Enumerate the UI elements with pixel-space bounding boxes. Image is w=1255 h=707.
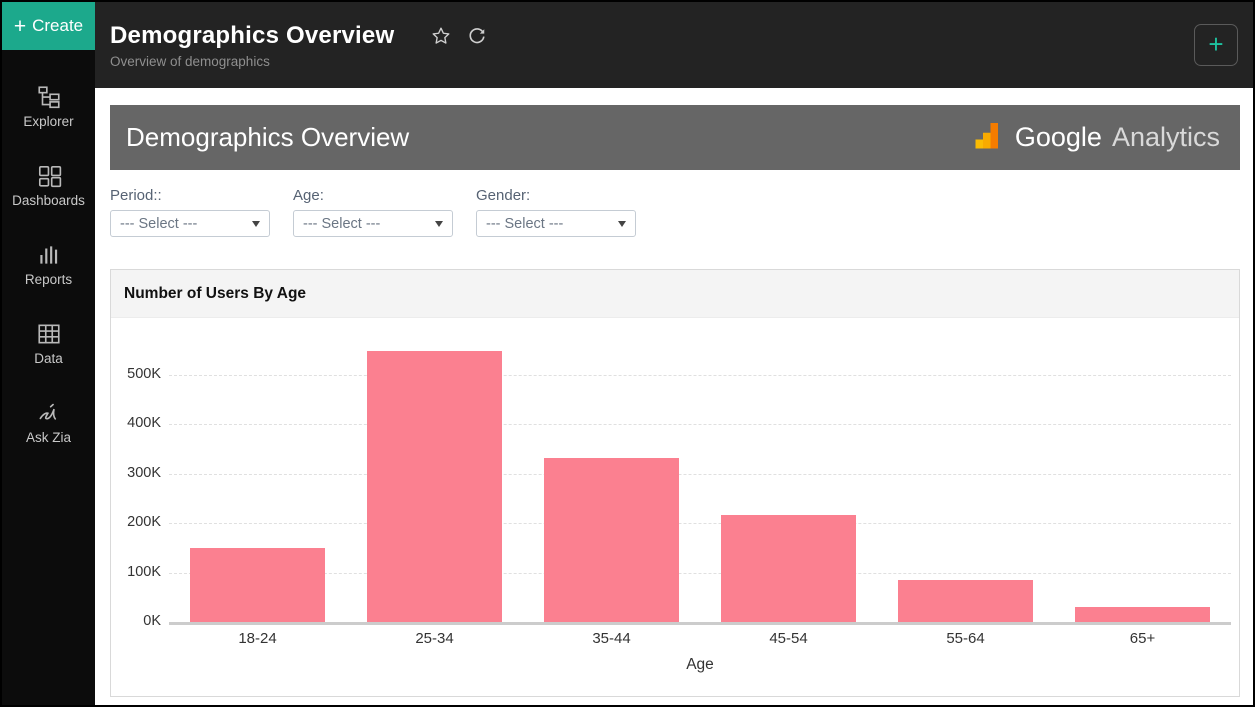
chevron-down-icon bbox=[435, 220, 443, 227]
gender-select[interactable]: --- Select --- bbox=[476, 210, 636, 237]
page-subtitle: Overview of demographics bbox=[110, 53, 270, 69]
bar-25-34[interactable] bbox=[367, 351, 502, 622]
main-content: Demographics Overview Google Analytics P… bbox=[95, 88, 1253, 705]
chevron-down-icon bbox=[618, 220, 626, 227]
filter-age: Age: --- Select --- bbox=[293, 187, 453, 237]
x-tick-label: 55-64 bbox=[946, 630, 985, 647]
google-analytics-brand: Google Analytics bbox=[971, 117, 1220, 158]
sidebar-item-dashboards[interactable]: Dashboards bbox=[2, 153, 95, 218]
period-select[interactable]: --- Select --- bbox=[110, 210, 270, 237]
sidebar-item-label: Ask Zia bbox=[25, 430, 71, 445]
chart-panel: Number of Users By Age 18-24 25-34 35-44 45… bbox=[110, 269, 1240, 697]
sidebar-item-label: Explorer bbox=[23, 114, 74, 129]
reports-icon bbox=[36, 242, 62, 268]
brand-word-google: Google bbox=[1014, 122, 1102, 152]
period-select-value: --- Select --- bbox=[120, 215, 198, 232]
filter-gender: Gender: --- Select --- bbox=[476, 187, 636, 237]
banner-title: Demographics Overview bbox=[126, 122, 410, 152]
bar-45-54[interactable] bbox=[721, 514, 856, 622]
x-tick-label: 18-24 bbox=[238, 630, 277, 647]
x-axis-title: Age bbox=[686, 656, 714, 673]
bar-slot bbox=[700, 318, 877, 622]
gridline bbox=[169, 572, 1231, 574]
sidebar: + Create Explorer bbox=[2, 2, 95, 705]
bar-18-24[interactable] bbox=[190, 547, 325, 622]
bars-container bbox=[169, 318, 1231, 622]
x-tick-label: 25-34 bbox=[415, 630, 454, 647]
y-tick-label: 300K bbox=[127, 464, 161, 481]
brand-word-analytics: Analytics bbox=[1111, 122, 1220, 152]
add-report-button[interactable]: + bbox=[1194, 24, 1238, 66]
y-tick-label: 200K bbox=[127, 514, 161, 531]
favorite-star-icon[interactable] bbox=[430, 25, 452, 52]
ask-zia-icon bbox=[36, 400, 62, 426]
header-actions bbox=[430, 25, 488, 52]
age-select-value: --- Select --- bbox=[303, 215, 381, 232]
explorer-icon bbox=[36, 84, 62, 110]
create-button[interactable]: + Create bbox=[2, 2, 95, 50]
bar-55-64[interactable] bbox=[898, 580, 1033, 622]
data-icon bbox=[36, 321, 62, 347]
title-block: Demographics Overview Overview of demogr… bbox=[95, 22, 394, 69]
y-tick-label: 100K bbox=[127, 563, 161, 580]
x-tick-label: 35-44 bbox=[592, 630, 631, 647]
dashboard-banner: Demographics Overview Google Analytics bbox=[110, 105, 1240, 170]
gridline bbox=[169, 375, 1231, 376]
filter-age-label: Age: bbox=[293, 187, 324, 204]
age-select[interactable]: --- Select --- bbox=[293, 210, 453, 237]
sidebar-item-label: Dashboards bbox=[12, 193, 85, 208]
chart-panel-header: Number of Users By Age bbox=[111, 270, 1239, 318]
bar-slot bbox=[523, 318, 700, 622]
filter-row: Period:: --- Select --- Age: --- Select … bbox=[110, 187, 1240, 237]
sidebar-item-ask-zia[interactable]: Ask Zia bbox=[2, 390, 95, 455]
gridline bbox=[169, 473, 1231, 475]
gender-select-value: --- Select --- bbox=[486, 215, 564, 232]
bar-65+[interactable] bbox=[1075, 607, 1210, 622]
x-tick-label: 65+ bbox=[1129, 630, 1156, 647]
plus-icon: + bbox=[1208, 29, 1224, 59]
bar-slot bbox=[1054, 318, 1231, 622]
dashboards-icon bbox=[36, 163, 62, 189]
refresh-icon[interactable] bbox=[466, 25, 488, 52]
bar-chart[interactable]: 18-24 25-34 35-44 45-54 55-64 65+ Age 0K 100K 2… bbox=[111, 318, 1239, 696]
x-tick-label: 45-54 bbox=[769, 630, 808, 647]
y-tick-label: 500K bbox=[127, 366, 161, 382]
sidebar-item-explorer[interactable]: Explorer bbox=[2, 74, 95, 139]
chevron-down-icon bbox=[252, 220, 260, 227]
y-tick-label: 0K bbox=[143, 613, 161, 629]
bar-slot bbox=[169, 318, 346, 622]
sidebar-item-label: Data bbox=[34, 351, 63, 366]
filter-period: Period:: --- Select --- bbox=[110, 187, 270, 237]
sidebar-item-data[interactable]: Data bbox=[2, 311, 95, 376]
create-button-label: Create bbox=[32, 16, 84, 35]
y-tick-label: 400K bbox=[127, 415, 161, 432]
plus-icon: + bbox=[13, 14, 27, 38]
bar-slot bbox=[346, 318, 523, 622]
gridline bbox=[169, 523, 1231, 525]
sidebar-item-reports[interactable]: Reports bbox=[2, 232, 95, 297]
google-analytics-icon bbox=[971, 117, 1007, 158]
gridline bbox=[169, 424, 1231, 426]
page-title: Demographics Overview bbox=[110, 21, 395, 49]
x-axis-line bbox=[169, 622, 1231, 625]
filter-period-label: Period:: bbox=[110, 187, 162, 204]
sidebar-item-label: Reports bbox=[24, 272, 73, 287]
chart-title: Number of Users By Age bbox=[124, 284, 307, 302]
top-header: Demographics Overview Overview of demogr… bbox=[95, 2, 1253, 88]
filter-gender-label: Gender: bbox=[476, 187, 531, 204]
bar-35-44[interactable] bbox=[544, 457, 679, 622]
x-tick-labels: 18-24 25-34 35-44 45-54 55-64 65+ bbox=[169, 630, 1231, 647]
sidebar-nav: Explorer Dashboards bbox=[2, 50, 95, 469]
bar-slot bbox=[877, 318, 1054, 622]
